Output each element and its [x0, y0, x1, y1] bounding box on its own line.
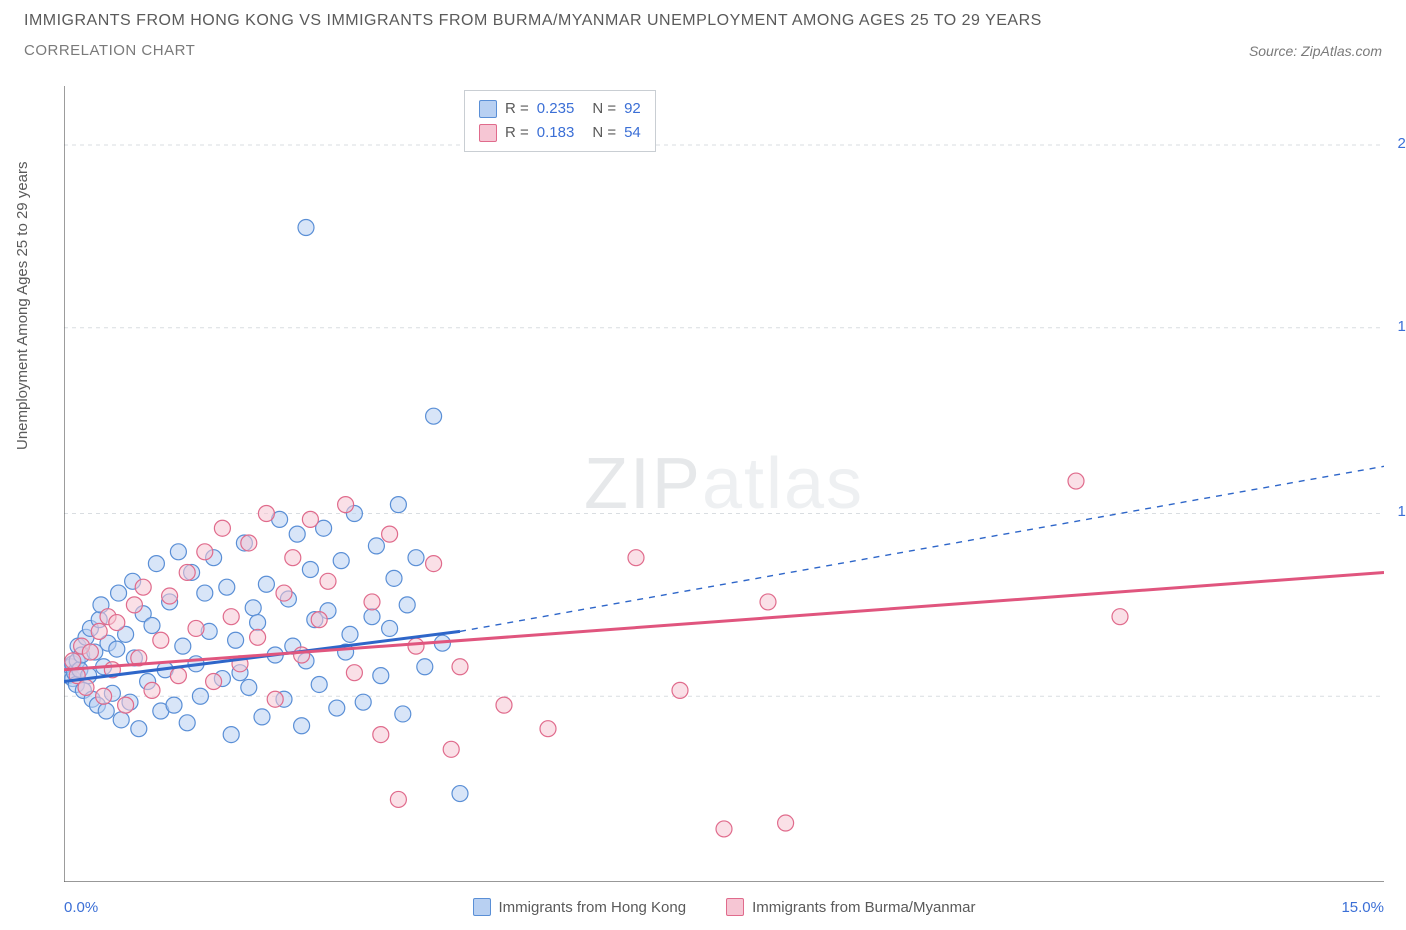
legend-row: R = 0.183 N = 54 — [479, 121, 641, 145]
header: IMMIGRANTS FROM HONG KONG VS IMMIGRANTS … — [0, 0, 1406, 63]
correlation-legend: R = 0.235 N = 92 R = 0.183 N = 54 — [464, 90, 656, 152]
y-tick-label: 25.0% — [1397, 135, 1406, 152]
y-axis-label: Unemployment Among Ages 25 to 29 years — [14, 161, 31, 450]
series-name: Immigrants from Hong Kong — [499, 899, 687, 916]
legend-row: R = 0.235 N = 92 — [479, 97, 641, 121]
chart-title: IMMIGRANTS FROM HONG KONG VS IMMIGRANTS … — [24, 12, 1042, 30]
x-axis-end: 15.0% — [1341, 899, 1384, 916]
legend-n-label: N = — [592, 97, 616, 121]
scatter-plot — [64, 86, 1384, 882]
legend-n-value: 54 — [624, 121, 641, 145]
series-legend: Immigrants from Hong Kong Immigrants from… — [473, 898, 976, 916]
series-legend-item: Immigrants from Hong Kong — [473, 898, 687, 916]
series-legend-item: Immigrants from Burma/Myanmar — [726, 898, 975, 916]
title-block: IMMIGRANTS FROM HONG KONG VS IMMIGRANTS … — [24, 12, 1042, 59]
series-swatch — [473, 898, 491, 916]
legend-n-label: N = — [592, 121, 616, 145]
legend-swatch — [479, 100, 497, 118]
y-tick-label: 18.8% — [1397, 318, 1406, 335]
chart-container: ZIPatlas R =0.235N =92R =0.183N =54 6.3%… — [64, 86, 1384, 882]
y-tick-label: 12.5% — [1397, 503, 1406, 520]
legend-r-value: 0.183 — [537, 121, 575, 145]
legend-r-label: R = — [505, 97, 529, 121]
series-name: Immigrants from Burma/Myanmar — [752, 899, 975, 916]
legend-r-label: R = — [505, 121, 529, 145]
chart-subtitle: CORRELATION CHART — [24, 42, 1042, 59]
source-label: Source: ZipAtlas.com — [1249, 43, 1382, 59]
series-swatch — [726, 898, 744, 916]
legend-r-value: 0.235 — [537, 97, 575, 121]
bottom-legend: 0.0% Immigrants from Hong KongImmigrants… — [64, 898, 1384, 916]
x-axis-start: 0.0% — [64, 899, 98, 916]
legend-swatch — [479, 124, 497, 142]
legend-n-value: 92 — [624, 97, 641, 121]
